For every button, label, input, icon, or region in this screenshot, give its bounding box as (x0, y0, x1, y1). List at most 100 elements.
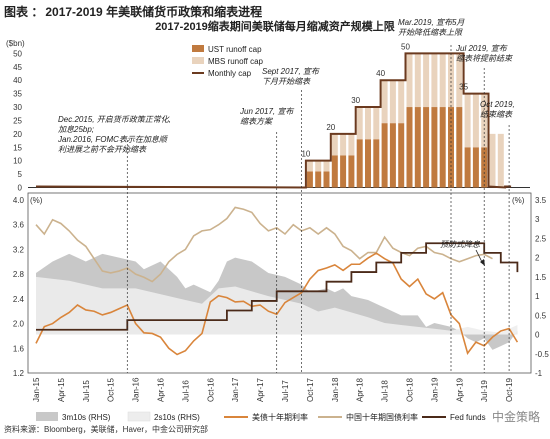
annotation-a3-line: 下月开始缩表 (262, 77, 311, 86)
mbs-bar (323, 160, 330, 172)
figure-title-text: 2017-2019 年美联储货币政策和缩表进程 (45, 5, 263, 19)
left-y-tick: 3.6 (13, 221, 25, 230)
top-data-labels: 10 20 30 40 50 35 (301, 42, 468, 158)
annotation-a6-line: Oct 2019, (480, 100, 515, 109)
annotation-a4-line: Mar.2019, 宣布5月 (398, 18, 465, 27)
right-y-tick: 3.5 (535, 196, 547, 205)
ust-bar (389, 123, 396, 188)
mbs-bar (448, 53, 454, 108)
top-y-tick: 40 (13, 76, 22, 85)
ust-bar (306, 171, 313, 188)
source-note: 资料来源：Bloomberg，美联储，Haver，中金公司研究部 (4, 425, 209, 434)
x-tick: Jul-17 (281, 380, 290, 402)
line-ust10y (35, 252, 519, 356)
figure-title: 图表 ： 2017-2019 年美联储货币政策和缩表进程 (4, 3, 262, 20)
legend-cn10y-label: 中国十年期国债利率 (346, 412, 418, 422)
mbs-bar (439, 53, 446, 108)
x-tick: Jul-16 (181, 380, 190, 402)
left-y-tick: 4.0 (13, 196, 25, 205)
ust-bar (398, 123, 405, 188)
x-tick: Oct-17 (306, 377, 315, 402)
annotation-a1-line: Dec.2015, 开启货币政策正常化, (58, 115, 171, 124)
mbs-bar (398, 80, 405, 124)
ust-bar (431, 107, 438, 188)
left-y-tick: 2.8 (13, 270, 25, 279)
mbs-bar (423, 53, 430, 108)
x-tick: Apr-19 (455, 377, 464, 402)
legend-2s10s-swatch (127, 411, 151, 422)
left-y-tick: 1.6 (13, 344, 25, 353)
cap-data-label: 40 (376, 69, 385, 78)
ust-bar (315, 171, 322, 188)
annotation-a4-line: 开始降低缩表上限 (398, 28, 463, 37)
annotation-a2-line: Jun 2017, 宣布 (239, 107, 294, 116)
x-tick: Apr-18 (356, 377, 365, 402)
legend-2s10s-label: 2s10s (RHS) (154, 413, 200, 422)
ust-bar (439, 107, 446, 188)
mbs-bar (348, 133, 355, 156)
top-y-tick: 20 (13, 130, 22, 139)
mbs-bar (331, 133, 338, 156)
mbs-bar (365, 107, 371, 140)
bottom-legend: 3m10s (RHS) 2s10s (RHS) 美债十年期利率 中国十年期国债利… (36, 411, 486, 422)
legend-fedfunds-label: Fed funds (450, 413, 486, 422)
x-tick: Jan-19 (430, 377, 439, 402)
ust-bar (373, 139, 380, 188)
ust-bar (406, 107, 413, 188)
precautionary-cut-arrow (475, 249, 483, 263)
mbs-bar (356, 107, 363, 140)
top-y-tick: 45 (13, 63, 22, 72)
precautionary-cut-annotation: 预防式降息 (440, 240, 480, 249)
x-tick: Oct-19 (505, 377, 514, 402)
cap-data-label: 30 (351, 96, 360, 105)
top-y-tick: 5 (18, 170, 23, 179)
cap-data-label: 35 (459, 83, 468, 92)
annotation-a6-line: 结束缩表 (480, 110, 513, 119)
ust-bar (356, 139, 363, 188)
mbs-bar (431, 53, 438, 108)
mbs-bar (472, 93, 479, 148)
figure-title-prefix: 图表 ： (4, 5, 44, 19)
top-y-ticks: 0 5 10 15 20 25 30 35 40 45 50 (13, 49, 22, 192)
mbs-bar (497, 133, 504, 188)
legend-ust-label: UST runoff cap (208, 45, 262, 54)
ust-bar (365, 139, 371, 188)
x-tick: Apr-17 (256, 377, 265, 402)
precautionary-cut-arrowhead (480, 259, 485, 266)
cap-data-label: 10 (301, 150, 310, 159)
right-y-tick: 2 (535, 254, 540, 263)
ust-bar (456, 107, 463, 188)
left-y-tick: 2.0 (13, 320, 25, 329)
bottom-left-axis-label: (%) (30, 196, 43, 205)
ust-bar (472, 147, 479, 188)
ust-bar (414, 107, 421, 188)
ust-bar (464, 147, 471, 188)
top-y-tick: 30 (13, 103, 22, 112)
chart-title: 2017-2019缩表期间美联储每月缩减资产规模上限 (155, 21, 395, 33)
annotation-a1-line: Jan.2016, FOMC表示在加息顺 (57, 135, 169, 144)
x-tick: Jul-18 (381, 380, 390, 402)
x-tick: Jan-15 (32, 377, 41, 402)
legend-3m10s-swatch (36, 412, 58, 421)
mbs-bar (406, 53, 413, 108)
ust-bar (331, 155, 338, 188)
bottom-right-ticks: -1 -0.5 0 0.5 1 1.5 2 2.5 3 3.5 (535, 196, 549, 378)
mbs-bar (381, 80, 388, 124)
top-y-tick: 35 (13, 90, 22, 99)
x-tick: Apr-15 (57, 377, 66, 402)
bottom-right-axis-label: (%) (512, 196, 525, 205)
right-y-tick: 2.5 (535, 234, 547, 243)
x-tick: Oct-15 (107, 377, 116, 402)
ust-bar (481, 147, 488, 188)
right-y-tick: -1 (535, 369, 543, 378)
annotation-a1-line: 利进展之前不会开始缩表 (58, 145, 147, 154)
top-y-axis-label: ($bn) (6, 39, 25, 48)
x-tick: Jan-17 (231, 377, 240, 402)
x-tick: Jan-16 (132, 377, 141, 402)
x-tick: Oct-18 (406, 377, 415, 402)
mbs-bar (340, 133, 347, 156)
watermark: 中金策略 (491, 410, 540, 424)
legend-mbs-swatch (192, 57, 204, 64)
cap-data-label: 50 (401, 42, 410, 51)
